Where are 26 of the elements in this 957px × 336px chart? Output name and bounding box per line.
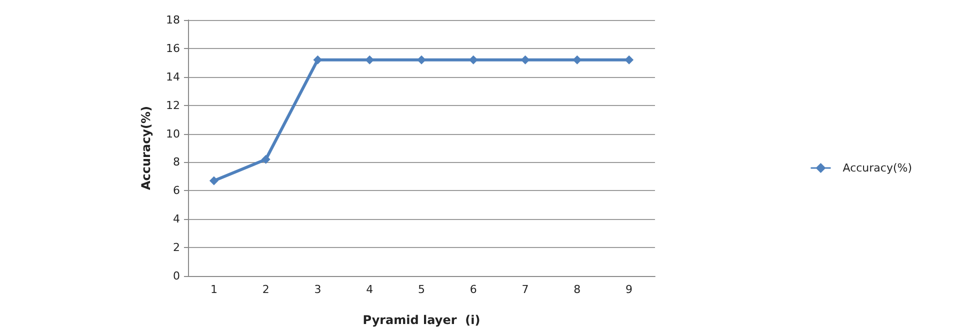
- y-tick-label: 2: [173, 241, 180, 254]
- legend-label: Accuracy(%): [842, 162, 912, 174]
- y-tick-label: 12: [166, 98, 180, 112]
- x-tick-label: 7: [522, 283, 529, 296]
- point: [209, 176, 218, 186]
- x-axis-title: Pyramid layer (i): [362, 313, 480, 327]
- y-tick-label: 0: [173, 270, 180, 282]
- y-tick-label: 4: [173, 212, 180, 226]
- x-tick-label: 2: [262, 283, 270, 296]
- y-axis-title: Accuracy(%): [139, 106, 153, 190]
- x-tick-label: 4: [366, 283, 374, 296]
- x-tick-label: 1: [210, 283, 218, 296]
- y-tick-label: 18: [166, 14, 180, 26]
- x-tick-label: 3: [314, 283, 322, 296]
- point: [624, 55, 634, 64]
- y-tick-label: 16: [166, 42, 180, 55]
- y-tick-label: 8: [173, 156, 180, 169]
- x-tick-label: 5: [418, 283, 425, 296]
- y-tick-label: 6: [173, 184, 180, 198]
- y-tick-label: 10: [166, 127, 180, 140]
- x-tick-label: 6: [470, 283, 477, 296]
- point: [261, 154, 270, 164]
- x-tick-label: 9: [626, 283, 633, 296]
- x-tick-label: 8: [574, 283, 581, 296]
- y-tick-label: 14: [166, 70, 180, 84]
- point: [417, 55, 426, 64]
